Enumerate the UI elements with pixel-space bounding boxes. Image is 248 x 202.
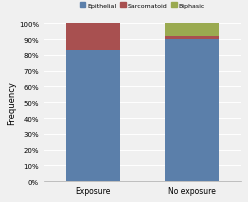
Bar — [165, 40, 219, 181]
Bar — [66, 24, 120, 51]
Bar — [165, 37, 219, 40]
Bar — [66, 51, 120, 181]
Y-axis label: Frequency: Frequency — [7, 81, 16, 125]
Legend: Epithelial, Sarcomatoid, Biphasic: Epithelial, Sarcomatoid, Biphasic — [77, 1, 208, 11]
Bar — [165, 24, 219, 37]
